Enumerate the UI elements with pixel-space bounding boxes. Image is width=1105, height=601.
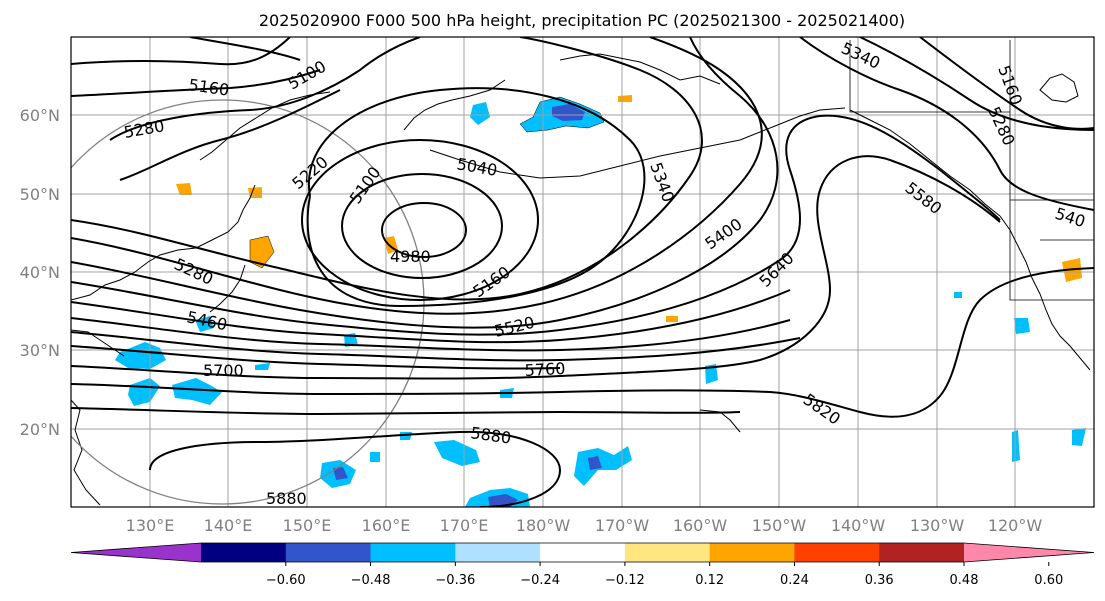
colorbar-tick-label: −0.48 bbox=[351, 573, 391, 588]
colorbar-bin bbox=[709, 543, 795, 562]
lon-label: 160°E bbox=[362, 516, 411, 535]
lon-label: 160°W bbox=[673, 516, 728, 535]
colorbar-tick-label: 0.60 bbox=[1034, 573, 1063, 588]
lon-label: 130°E bbox=[126, 516, 175, 535]
boundaries bbox=[849, 40, 1094, 301]
latitude-labels: 60°N 50°N 40°N 30°N 20°N bbox=[20, 106, 60, 439]
lat-label: 40°N bbox=[20, 263, 60, 282]
contour-label: 4980 bbox=[390, 247, 431, 266]
colorbar-extend-min bbox=[71, 543, 201, 562]
lat-label: 60°N bbox=[20, 106, 60, 125]
colorbar-bin bbox=[285, 543, 372, 562]
lon-label: 120°W bbox=[988, 516, 1043, 535]
longitude-labels: 130°E 140°E 150°E 160°E 170°E 180°W 170°… bbox=[126, 516, 1043, 535]
colorbar-tick-label: 0.36 bbox=[865, 573, 894, 588]
colorbar-bin bbox=[370, 543, 456, 562]
lon-label: 140°W bbox=[831, 516, 886, 535]
lon-label: 150°E bbox=[283, 516, 332, 535]
colorbar-tick-label: 0.48 bbox=[950, 573, 979, 588]
contour-label: 5880 bbox=[266, 489, 307, 508]
colorbar-bin bbox=[455, 543, 541, 562]
colorbar: −0.60 −0.48 −0.36 −0.24 −0.12 0.12 0.24 0.36 0.4… bbox=[70, 542, 1095, 588]
colorbar-tick-label: −0.12 bbox=[605, 573, 645, 588]
contour-label: 5700 bbox=[203, 361, 244, 380]
contour-label: 5760 bbox=[524, 359, 566, 380]
map-border bbox=[70, 36, 1095, 508]
colorbar-bin bbox=[540, 543, 626, 562]
lat-label: 50°N bbox=[20, 185, 60, 204]
colorbar-bin bbox=[201, 543, 287, 562]
map-area: 5160 5100 5280 5220 5100 5040 4980 5340 … bbox=[71, 37, 1094, 508]
lon-label: 130°W bbox=[910, 516, 965, 535]
colorbar-tick-label: 0.12 bbox=[695, 573, 724, 588]
colorbar-outline bbox=[70, 542, 1095, 563]
colorbar-tick-label: 0.24 bbox=[780, 573, 809, 588]
figure-title: 2025020900 F000 500 hPa height, precipit… bbox=[259, 11, 905, 30]
colorbar-extend-max bbox=[964, 543, 1094, 562]
lon-label: 180°W bbox=[516, 516, 571, 535]
lat-label: 30°N bbox=[20, 341, 60, 360]
colorbar-tick-label: −0.60 bbox=[266, 573, 306, 588]
lon-label: 150°W bbox=[752, 516, 807, 535]
lon-label: 170°E bbox=[440, 516, 489, 535]
colorbar-tick-label: −0.36 bbox=[435, 573, 475, 588]
lon-label: 170°W bbox=[595, 516, 650, 535]
graticule bbox=[71, 37, 1094, 507]
reference-circle bbox=[71, 99, 425, 505]
colorbar-bin bbox=[624, 543, 711, 562]
coastlines bbox=[71, 53, 1091, 506]
precipitation-shading bbox=[115, 95, 1086, 507]
lon-label: 140°E bbox=[204, 516, 253, 535]
colorbar-tick-label: −0.24 bbox=[520, 573, 560, 588]
lat-label: 20°N bbox=[20, 420, 60, 439]
height-contours bbox=[71, 37, 1094, 507]
colorbar-bin bbox=[879, 543, 965, 562]
colorbar-bin bbox=[794, 543, 880, 562]
